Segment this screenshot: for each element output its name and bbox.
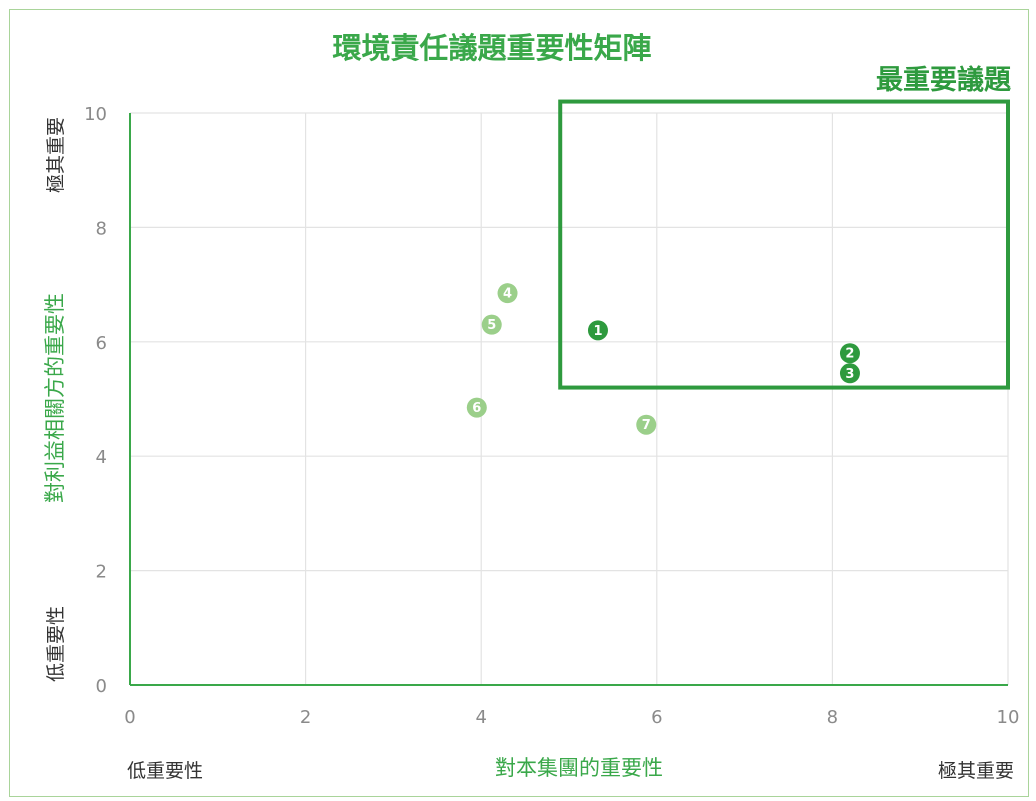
point-label-5: 5 [487, 318, 496, 333]
point-label-2: 2 [845, 347, 854, 362]
x-tick-label: 0 [124, 707, 135, 728]
y-tick-label: 6 [96, 333, 107, 354]
point-marker-5 [481, 314, 502, 335]
x-axis-low-label: 低重要性 [127, 760, 203, 782]
point-marker-2 [839, 343, 860, 364]
y-axis-low-label: 低重要性 [45, 606, 67, 682]
point-marker-3 [839, 363, 860, 384]
y-axis-title: 對利益相關方的重要性 [43, 293, 67, 503]
x-axis-title: 對本集團的重要性 [495, 756, 663, 780]
chart-title: 環境責任議題重要性矩陣 [332, 31, 651, 65]
point-marker-1 [587, 320, 608, 341]
data-points: 1 2 3 4 5 6 7 [466, 283, 860, 435]
y-tick-label: 10 [84, 104, 107, 125]
zone-title: 最重要議題 [876, 65, 1012, 96]
point-marker-7 [636, 414, 657, 435]
point-label-7: 7 [642, 418, 651, 433]
point-marker-6 [466, 397, 487, 418]
y-tick-label: 0 [96, 676, 107, 697]
point-marker-4 [497, 283, 518, 304]
x-tick-label: 8 [827, 707, 838, 728]
highlight-zone-box [558, 99, 1010, 390]
y-axis-high-label: 極其重要 [45, 117, 67, 193]
x-tick-label: 10 [997, 707, 1020, 728]
y-tick-label: 2 [96, 562, 107, 583]
axes: 0 2 4 6 8 10 0 2 4 6 8 10 [84, 104, 1019, 728]
highlight-zone [558, 99, 1010, 390]
y-tick-label: 8 [96, 218, 107, 239]
point-label-3: 3 [845, 367, 854, 382]
x-tick-label: 2 [300, 707, 311, 728]
chart-frame [9, 9, 1029, 797]
grid [130, 112, 1009, 685]
point-label-4: 4 [503, 287, 512, 302]
point-label-6: 6 [472, 401, 481, 416]
x-tick-label: 4 [475, 707, 486, 728]
x-tick-label: 6 [651, 707, 662, 728]
y-tick-label: 4 [96, 447, 107, 468]
x-axis-high-label: 極其重要 [938, 760, 1014, 782]
point-label-1: 1 [593, 324, 602, 339]
